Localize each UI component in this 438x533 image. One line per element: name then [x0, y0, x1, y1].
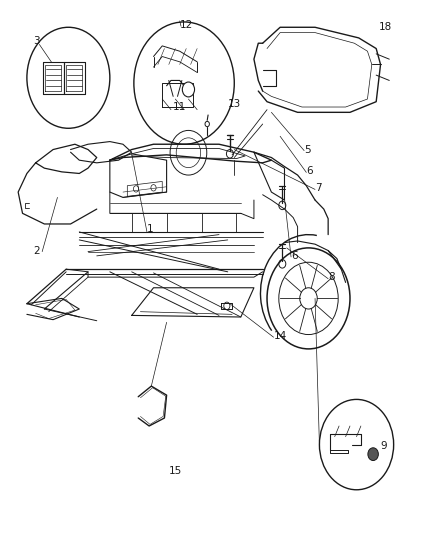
- Text: 12: 12: [180, 20, 193, 30]
- Text: 2: 2: [33, 246, 40, 255]
- Circle shape: [182, 82, 194, 97]
- Text: 11: 11: [173, 102, 187, 112]
- Text: 6: 6: [306, 166, 313, 176]
- Text: 3: 3: [33, 36, 40, 45]
- Text: 9: 9: [381, 441, 387, 451]
- Text: 1: 1: [147, 224, 154, 235]
- Text: 5: 5: [304, 144, 311, 155]
- Text: 14: 14: [274, 330, 287, 341]
- Text: 8: 8: [328, 272, 335, 282]
- Text: 15: 15: [169, 466, 182, 476]
- Text: 6: 6: [291, 251, 298, 261]
- Text: 13: 13: [228, 99, 241, 109]
- Text: 7: 7: [315, 183, 321, 193]
- Circle shape: [368, 448, 378, 461]
- Text: 18: 18: [378, 22, 392, 33]
